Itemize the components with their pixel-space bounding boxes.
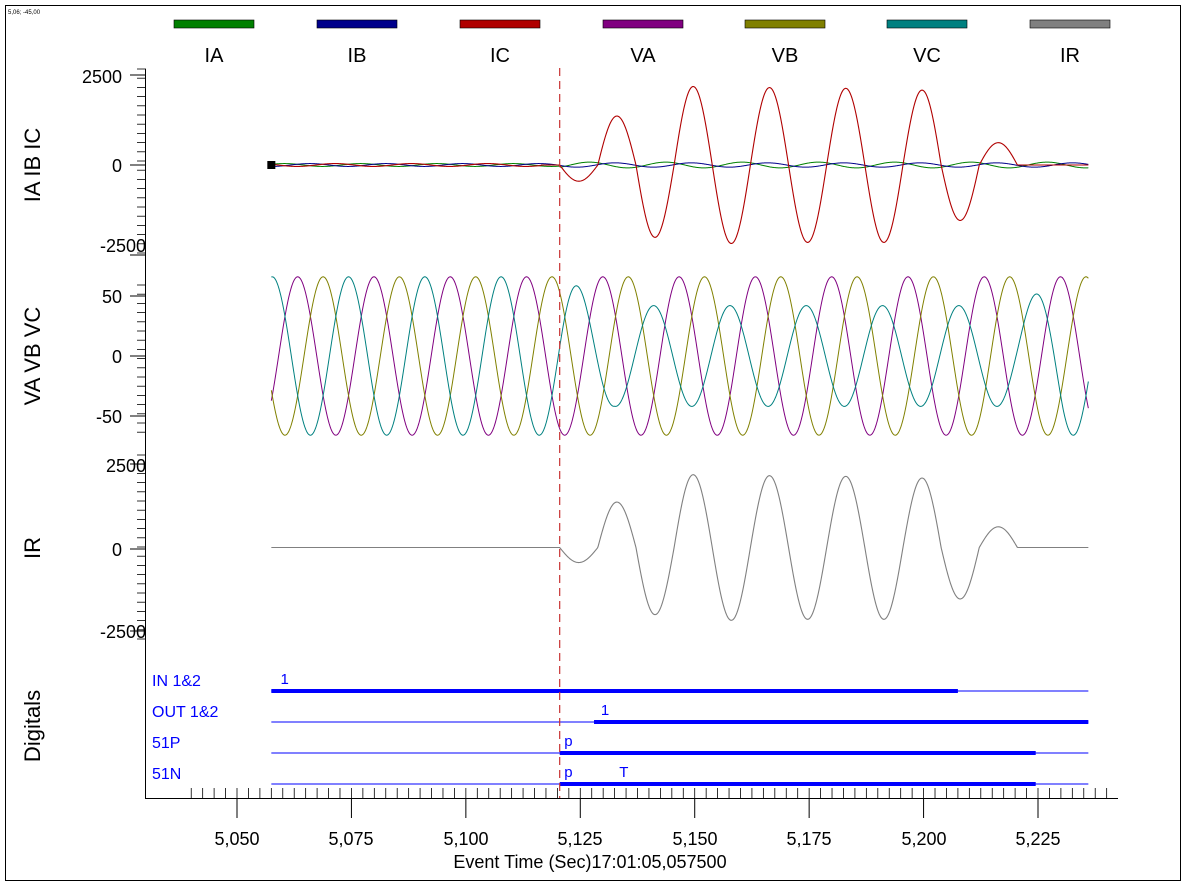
digital-marker-51n: p	[564, 764, 572, 781]
legend-label-vb: VB	[772, 45, 799, 67]
legend-item-ia: IA	[173, 19, 255, 67]
digital-label-51p: 51P	[152, 735, 180, 752]
legend-item-vb: VB	[744, 19, 826, 67]
y-tick-label-currents-bottom: -2500	[100, 236, 146, 256]
x-tick-label: 5,150	[672, 829, 717, 849]
panel-label-digitals: Digitals	[20, 690, 45, 762]
panel-label-currents: IA IB IC	[20, 128, 45, 203]
y-tick-label-voltages-top: 50	[102, 287, 122, 307]
digital-channel-labels: IN 1&2 OUT 1&2 51P 51N	[152, 673, 219, 783]
legend-swatch-ir	[1029, 19, 1111, 29]
y-tick-label-residual-bottom: -2500	[100, 622, 146, 642]
legend-label-vc: VC	[913, 45, 941, 67]
legend-label-ir: IR	[1060, 45, 1080, 67]
y-tick-label-residual-zero: 0	[112, 540, 122, 560]
axis-ticks	[130, 68, 1108, 818]
legend-item-ic: IC	[459, 19, 541, 67]
legend: IA IB IC VA VB VC IR	[173, 19, 1111, 67]
digital-marker-51p: p	[564, 733, 572, 750]
x-tick-label: 5,175	[786, 829, 831, 849]
legend-swatch-vb	[744, 19, 826, 29]
x-tick-label: 5,100	[443, 829, 488, 849]
digital-marker-51n-trip: T	[619, 764, 628, 781]
x-tick-label: 5,200	[901, 829, 946, 849]
y-tick-label-currents-zero: 0	[112, 156, 122, 176]
x-tick-label: 5,075	[328, 829, 373, 849]
legend-item-ib: IB	[316, 19, 398, 67]
trace-va	[270, 276, 1089, 436]
y-tick-label-currents-top: 2500	[82, 67, 122, 87]
x-tick-label: 5,125	[557, 829, 602, 849]
y-tick-labels: 2500 0 -2500 50 0 -50 2500 0 -2500	[82, 67, 146, 642]
digital-marker-in12: 1	[280, 671, 288, 688]
digital-label-out12: OUT 1&2	[152, 704, 219, 721]
panel-label-voltages: VA VB VC	[20, 307, 45, 406]
legend-label-ia: IA	[205, 45, 225, 67]
legend-label-va: VA	[630, 45, 656, 67]
x-tick-label: 5,050	[214, 829, 259, 849]
panel-labels: IA IB IC VA VB VC IR Digitals	[20, 128, 45, 762]
y-tick-label-voltages-zero: 0	[112, 347, 122, 367]
y-tick-label-residual-top: 2500	[106, 456, 146, 476]
digital-traces	[271, 689, 1089, 786]
legend-label-ib: IB	[348, 45, 367, 67]
digital-label-in12: IN 1&2	[152, 673, 201, 690]
x-tick-labels: 5,050 5,075 5,100 5,125 5,150 5,175 5,20…	[214, 829, 1060, 849]
legend-label-ic: IC	[490, 45, 510, 67]
trace-vc	[271, 276, 1089, 436]
x-axis-title: Event Time (Sec)17:01:05,057500	[453, 852, 726, 872]
trace-ib	[271, 162, 1089, 168]
panel-label-residual: IR	[20, 537, 45, 559]
trace-ir	[271, 474, 1089, 621]
window-frame	[5, 5, 1181, 881]
legend-swatch-ib	[316, 19, 398, 29]
legend-swatch-vc	[886, 19, 968, 29]
record-start-marker[interactable]	[267, 161, 276, 169]
legend-swatch-ia	[173, 19, 255, 29]
legend-item-ir: IR	[1029, 19, 1111, 67]
legend-item-vc: VC	[886, 19, 968, 67]
legend-swatch-ic	[459, 19, 541, 29]
traces	[270, 85, 1089, 621]
corner-readout: 5,06; -45,00	[8, 10, 41, 16]
digital-markers: 1 1 p p T	[280, 671, 628, 781]
legend-swatch-va	[602, 19, 684, 29]
y-tick-label-voltages-bottom: -50	[96, 407, 122, 427]
digital-marker-out12: 1	[601, 702, 609, 719]
trace-ic	[271, 85, 1089, 245]
digital-label-51n: 51N	[152, 766, 181, 783]
legend-item-va: VA	[602, 19, 684, 67]
x-tick-label: 5,225	[1015, 829, 1060, 849]
trace-vb	[270, 276, 1089, 436]
